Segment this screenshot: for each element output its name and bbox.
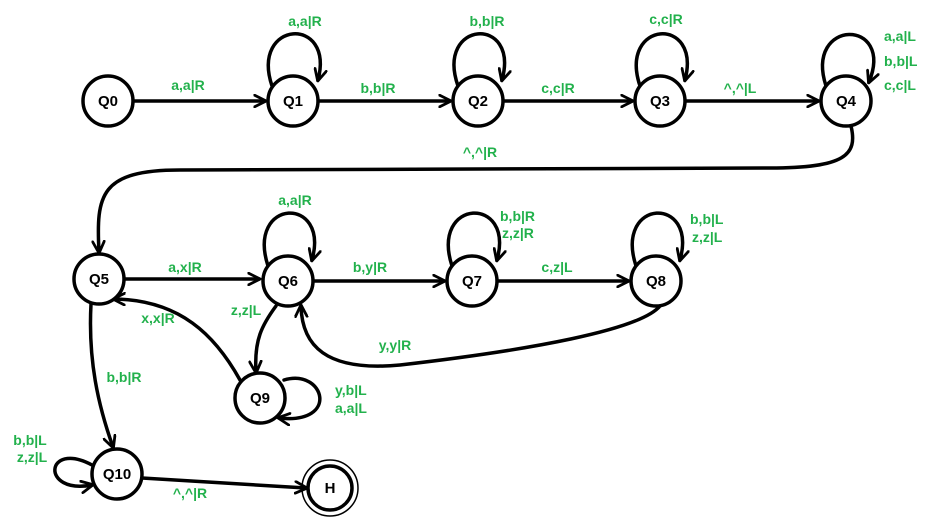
state-circle-q7 (445, 254, 499, 308)
state-q5: Q5 (72, 252, 126, 306)
state-q0: Q0 (81, 74, 135, 128)
transition-arrow-q10-h (140, 476, 306, 488)
transition-arrow-q6-q6 (262, 211, 314, 268)
state-label-q6: Q6 (278, 273, 298, 290)
transition-arrow-q10-q10 (53, 456, 92, 486)
transition-arrow-q9-q9 (279, 376, 322, 418)
transition-label-q9-q5-0: x,x|R (141, 310, 175, 326)
transition-label-q4-q4-2: c,c|L (884, 77, 916, 93)
transition-label-q6-q9-0: z,z|L (231, 302, 262, 318)
transition-label-q5-q6-0: a,x|R (168, 259, 202, 275)
transition-arrow-q4-q5 (98, 124, 855, 252)
state-circle-q4 (819, 74, 873, 128)
state-circle-q0 (81, 74, 135, 128)
state-q4: Q4 (819, 74, 873, 128)
transition-arrow-q4-q4 (820, 32, 874, 88)
transition-label-q6-q6-0: a,a|R (278, 192, 312, 208)
state-label-h: H (325, 480, 336, 497)
transition-label-q7-q7-1: z,z|R (502, 225, 534, 241)
transition-label-q9-q9-1: a,a|L (335, 400, 367, 416)
state-label-q3: Q3 (650, 93, 670, 110)
state-q3: Q3 (633, 74, 687, 128)
state-q7: Q7 (445, 254, 499, 308)
state-circle-q9 (233, 371, 287, 425)
transition-label-q8-q8-0: b,b|L (690, 211, 724, 227)
transition-arrow-q1-q1 (266, 32, 320, 88)
transition-label-q10-q10-0: b,b|L (13, 432, 47, 448)
transition-label-q7-q7-0: b,b|R (500, 208, 535, 224)
transition-label-q1-q1-0: a,a|R (288, 13, 322, 29)
state-q2: Q2 (451, 74, 505, 128)
accepting-ring-h (301, 459, 359, 517)
transition-arrow-q6-q9 (256, 304, 278, 372)
state-label-q1: Q1 (283, 93, 303, 110)
state-label-q4: Q4 (836, 93, 857, 110)
state-label-q7: Q7 (462, 273, 482, 290)
state-circle-q5 (72, 252, 126, 306)
state-label-q9: Q9 (250, 390, 270, 407)
transition-label-q4-q4-0: a,a|L (884, 28, 916, 44)
transition-label-q4-q5-0: ^,^|R (463, 144, 497, 160)
transition-label-q10-q10-1: z,z|L (17, 449, 48, 465)
state-q1: Q1 (266, 74, 320, 128)
transition-label-q10-h-0: ^,^|R (173, 485, 207, 501)
transition-label-q7-q8-0: c,z|L (541, 259, 573, 275)
transition-label-q8-q8-1: z,z|L (692, 229, 723, 245)
state-circle-q1 (266, 74, 320, 128)
state-circle-q10 (90, 447, 144, 501)
state-q10: Q10 (90, 447, 144, 501)
transition-label-q4-q4-1: b,b|L (884, 53, 918, 69)
state-circle-q3 (633, 74, 687, 128)
transition-label-q6-q7-0: b,y|R (353, 259, 387, 275)
transition-label-q3-q4-0: ^,^|L (724, 80, 757, 96)
transition-label-q5-q10-0: b,b|R (106, 369, 141, 385)
transition-label-q0-q1-0: a,a|R (171, 77, 205, 93)
transition-label-q2-q3-0: c,c|R (541, 80, 575, 96)
state-label-q2: Q2 (468, 93, 488, 110)
transition-arrow-q9-q5 (114, 299, 242, 382)
state-circle-q6 (261, 254, 315, 308)
state-label-q10: Q10 (103, 466, 131, 483)
transition-arrow-q7-q7 (446, 211, 499, 268)
transition-label-q9-q9-0: y,b|L (335, 382, 367, 398)
transition-arrow-q8-q6 (301, 306, 662, 368)
transition-arrow-q3-q3 (634, 32, 687, 88)
state-circle-q2 (451, 74, 505, 128)
transition-label-q8-q6-0: y,y|R (379, 337, 411, 353)
state-q8: Q8 (629, 254, 683, 308)
state-q9: Q9 (233, 371, 287, 425)
state-label-q5: Q5 (89, 271, 109, 288)
state-label-q8: Q8 (646, 273, 666, 290)
state-label-q0: Q0 (98, 93, 118, 110)
state-q6: Q6 (261, 254, 315, 308)
transition-label-q3-q3-0: c,c|R (649, 11, 683, 27)
transition-arrow-q8-q8 (630, 211, 682, 268)
state-circle-h (306, 464, 354, 512)
transition-arrow-q5-q10 (88, 302, 113, 447)
state-circle-q8 (629, 254, 683, 308)
transition-label-q2-q2-0: b,b|R (469, 13, 504, 29)
transition-label-q1-q2-0: b,b|R (360, 80, 395, 96)
transition-arrow-q2-q2 (452, 32, 505, 88)
state-h: H (301, 459, 359, 517)
